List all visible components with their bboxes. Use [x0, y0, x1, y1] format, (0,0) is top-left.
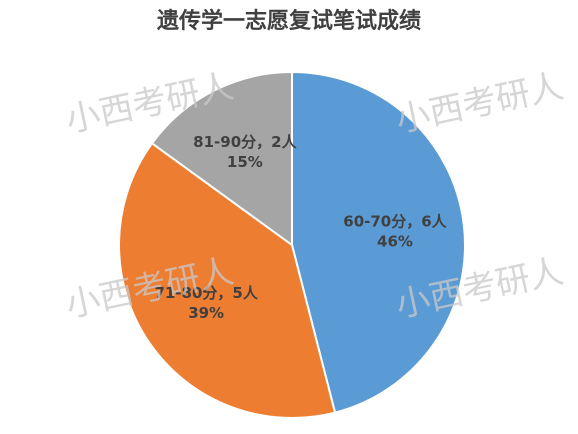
watermark: 小西考研人 [392, 66, 567, 140]
pie-slice [291, 70, 466, 414]
slice-value-label: 15% [227, 153, 263, 171]
slice-value-label: 46% [377, 232, 413, 250]
slice-category-label: 81-90分，2人 [193, 133, 297, 151]
slice-category-label: 60-70分，6人 [343, 212, 447, 230]
chart-title: 遗传学一志愿复试笔试成绩 [156, 8, 421, 34]
pie-slice [150, 70, 293, 247]
pie-slice [118, 141, 337, 419]
pie: 60-70分，6人 46% 71-80分，5人 39% 81-90分，2人 15% [118, 70, 466, 419]
slice-category-label: 71-80分，5人 [154, 284, 258, 302]
slice-value-label: 39% [188, 304, 224, 322]
